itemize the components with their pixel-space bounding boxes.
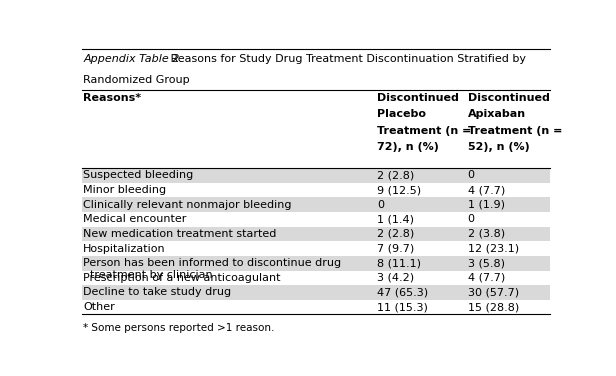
Text: Treatment (n =: Treatment (n = [377,126,471,136]
Text: 9 (12.5): 9 (12.5) [377,185,421,195]
Text: 2 (3.8): 2 (3.8) [468,229,505,239]
Text: 7 (9.7): 7 (9.7) [377,244,414,253]
Text: * Some persons reported >1 reason.: * Some persons reported >1 reason. [83,323,275,333]
Text: 1 (1.9): 1 (1.9) [468,200,505,210]
Text: Discontinued: Discontinued [377,93,459,103]
Bar [82,227,549,241]
Text: Appendix Table 2.: Appendix Table 2. [83,54,183,64]
Text: Apixaban: Apixaban [468,109,525,120]
Text: New medication treatment started: New medication treatment started [83,229,277,239]
Text: Decline to take study drug: Decline to take study drug [83,287,232,297]
Text: 2 (2.8): 2 (2.8) [377,170,414,180]
Text: Other: Other [83,302,115,312]
Text: Medical encounter: Medical encounter [83,214,187,224]
Text: Clinically relevant nonmajor bleeding: Clinically relevant nonmajor bleeding [83,200,292,210]
Text: Hospitalization: Hospitalization [83,244,166,253]
Text: 30 (57.7): 30 (57.7) [468,287,519,297]
Text: Minor bleeding: Minor bleeding [83,185,166,195]
Text: 4 (7.7): 4 (7.7) [468,273,505,283]
Text: 47 (65.3): 47 (65.3) [377,287,428,297]
Text: 15 (28.8): 15 (28.8) [468,302,519,312]
Text: Prescription of a new anticoagulant: Prescription of a new anticoagulant [83,273,281,283]
Text: Person has been informed to discontinue drug
  treatment by clinician: Person has been informed to discontinue … [83,258,341,280]
Text: 12 (23.1): 12 (23.1) [468,244,519,253]
Text: 2 (2.8): 2 (2.8) [377,229,414,239]
Text: 11 (15.3): 11 (15.3) [377,302,428,312]
Text: 0: 0 [468,214,474,224]
Text: 8 (11.1): 8 (11.1) [377,258,421,268]
Text: 4 (7.7): 4 (7.7) [468,185,505,195]
Text: Reasons for Study Drug Treatment Discontinuation Stratified by: Reasons for Study Drug Treatment Discont… [167,54,525,64]
Text: 52), n (%): 52), n (%) [468,143,529,152]
Text: Randomized Group: Randomized Group [83,75,190,85]
Text: 72), n (%): 72), n (%) [377,143,439,152]
Bar [82,168,549,183]
Text: 3 (5.8): 3 (5.8) [468,258,505,268]
Text: Reasons*: Reasons* [83,93,141,103]
Text: Suspected bleeding: Suspected bleeding [83,170,193,180]
Text: Placebo: Placebo [377,109,426,120]
Bar [82,285,549,300]
Text: 1 (1.4): 1 (1.4) [377,214,414,224]
Text: 3 (4.2): 3 (4.2) [377,273,414,283]
Text: 0: 0 [468,170,474,180]
Text: 0: 0 [377,200,384,210]
Bar [82,256,549,270]
Text: Discontinued: Discontinued [468,93,549,103]
Bar [82,197,549,212]
Text: Treatment (n =: Treatment (n = [468,126,562,136]
